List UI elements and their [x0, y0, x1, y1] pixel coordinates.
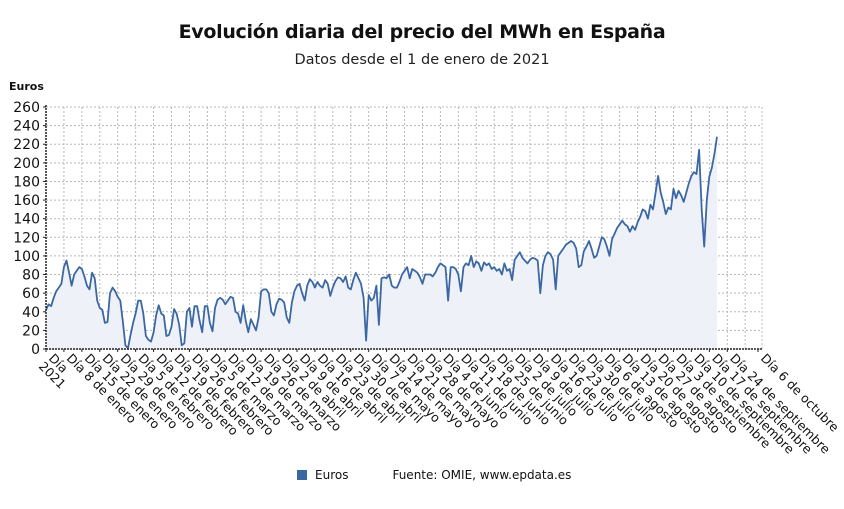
y-tick-label: 180	[13, 174, 40, 190]
legend-label-euros: Euros	[315, 468, 349, 482]
y-tick-label: 40	[22, 305, 40, 321]
y-tick-label: 120	[13, 230, 40, 246]
y-tick-label: 0	[31, 342, 40, 358]
axes	[45, 105, 762, 350]
y-tick-label: 260	[13, 100, 40, 116]
y-tick-label: 200	[13, 156, 40, 172]
source-note: Fuente: OMIE, www.epdata.es	[392, 468, 572, 482]
chart-title: Evolución diaria del precio del MWh en E…	[178, 21, 666, 43]
legend-swatch	[297, 470, 307, 480]
price-area	[46, 136, 717, 349]
y-tick-label: 80	[22, 268, 40, 284]
y-tick-label: 20	[22, 323, 40, 339]
y-tick-label: 220	[13, 137, 40, 153]
y-axis-label: Euros	[9, 80, 44, 93]
y-tick-label: 160	[13, 193, 40, 209]
legend: Euros Fuente: OMIE, www.epdata.es	[297, 468, 571, 482]
y-tick-label: 100	[13, 249, 40, 265]
chart-subtitle: Datos desde el 1 de enero de 2021	[294, 52, 550, 68]
y-tick-labels: 0 20 40 60 80 100 120 140 160 180 200 220 240 260	[13, 100, 46, 358]
price-line	[45, 136, 718, 349]
y-tick-label: 60	[22, 286, 40, 302]
y-tick-label: 240	[13, 119, 40, 135]
y-tick-label: 140	[13, 212, 40, 228]
